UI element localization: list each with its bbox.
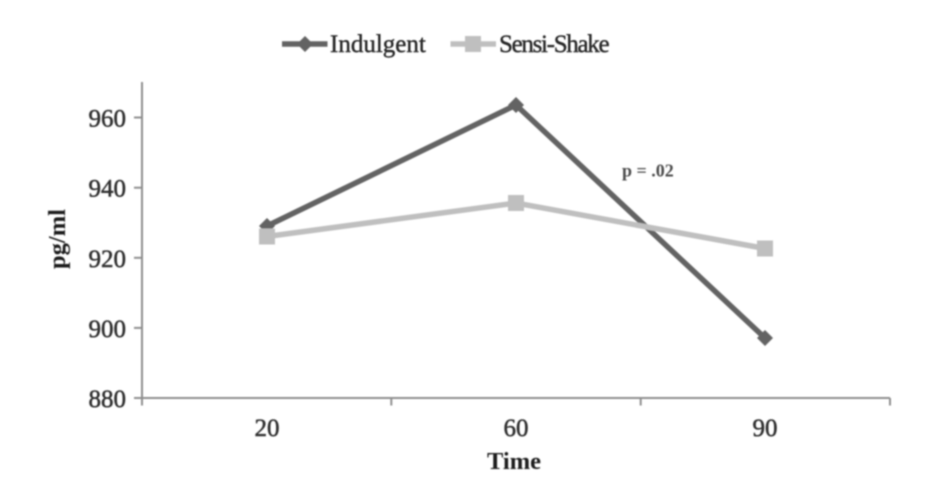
svg-text:20: 20 [255,415,280,442]
svg-text:pg/ml: pg/ml [44,209,71,269]
svg-text:900: 900 [89,316,127,343]
svg-text:60: 60 [504,415,529,442]
svg-text:920: 920 [89,246,127,273]
svg-text:Time: Time [487,448,541,475]
svg-text:p = .02: p = .02 [622,161,674,181]
svg-text:Sensi-Shake: Sensi-Shake [499,31,610,58]
svg-text:880: 880 [89,386,127,413]
svg-text:940: 940 [89,176,127,203]
svg-text:960: 960 [89,106,127,133]
svg-text:90: 90 [753,415,778,442]
svg-text:Indulgent: Indulgent [330,31,426,58]
